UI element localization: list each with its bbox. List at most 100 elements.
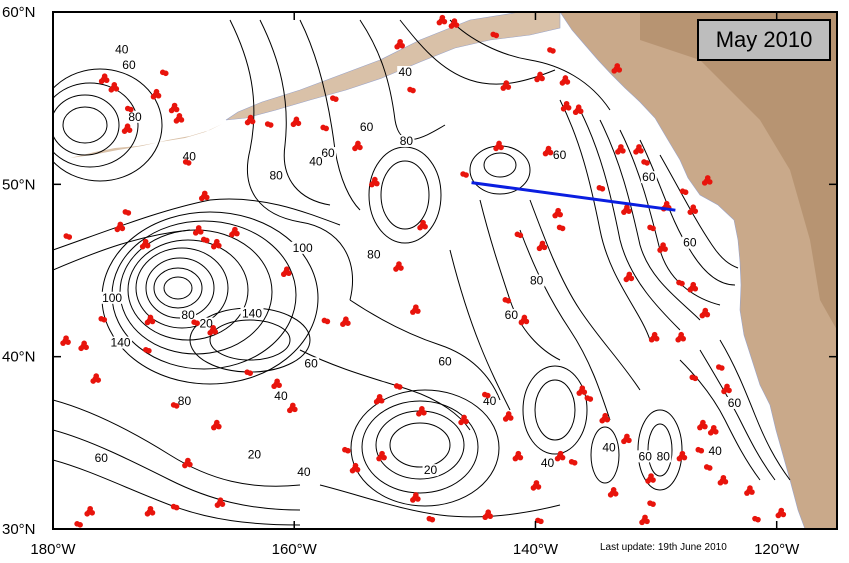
float-marker — [562, 75, 569, 81]
float-marker — [539, 240, 546, 247]
float-marker — [545, 145, 552, 152]
float-marker — [173, 504, 180, 511]
contour-label: 40 — [309, 155, 323, 169]
float-marker — [217, 497, 224, 503]
float-marker — [419, 406, 425, 412]
float-marker — [127, 106, 134, 113]
contour-label: 60 — [304, 356, 318, 370]
contour-label: 60 — [642, 170, 656, 184]
contour-label-background — [93, 452, 110, 465]
y-tick-label: 50°N — [2, 176, 36, 193]
float-marker — [247, 370, 253, 376]
contour-label-background — [539, 457, 556, 470]
float-marker — [352, 462, 359, 469]
float-marker — [710, 424, 717, 431]
contour-label: 20 — [424, 463, 438, 477]
float-marker — [717, 479, 724, 486]
float-marker — [687, 286, 694, 293]
float-marker — [267, 122, 274, 128]
float-marker — [687, 209, 694, 215]
y-tick-label: 30°N — [2, 521, 36, 538]
contour-label: 80 — [178, 394, 192, 408]
contour-label-background — [358, 121, 375, 134]
float-marker — [379, 450, 385, 457]
float-marker — [512, 455, 519, 462]
float-marker — [192, 230, 199, 236]
float-marker — [530, 485, 537, 491]
x-axis: 180°W 160°W 140°W 120°W — [30, 12, 800, 558]
float-marker — [271, 383, 277, 390]
contour-label-background — [240, 307, 264, 320]
float-marker — [496, 140, 502, 147]
float-marker — [572, 109, 579, 116]
float-marker — [706, 465, 713, 471]
float-marker — [676, 455, 683, 462]
float-marker — [410, 309, 416, 315]
x-tick-label: 140°W — [513, 541, 559, 558]
alaska-peninsula — [225, 12, 561, 121]
float-marker — [420, 219, 426, 226]
float-marker — [176, 113, 183, 119]
float-marker — [636, 144, 642, 150]
contour-label: 80 — [367, 248, 381, 262]
float-marker — [571, 459, 578, 466]
float-marker — [493, 145, 499, 152]
float-marker — [552, 212, 558, 219]
float-marker — [461, 414, 467, 421]
contour-label-background — [437, 355, 453, 368]
float-marker — [247, 114, 254, 121]
contour-label-background — [127, 110, 144, 123]
float-marker — [648, 336, 655, 343]
float-marker — [153, 88, 160, 95]
float-marker — [207, 330, 214, 336]
float-marker — [663, 200, 670, 207]
float-marker — [214, 238, 220, 245]
float-marker — [724, 383, 730, 390]
float-marker — [173, 403, 180, 409]
contour-label: 140 — [111, 336, 131, 350]
contour-label: 60 — [321, 146, 335, 160]
contour-label: 60 — [553, 148, 567, 162]
float-marker — [108, 87, 115, 93]
float-marker — [436, 19, 443, 26]
float-marker — [147, 505, 154, 512]
float-marker — [147, 314, 154, 321]
float-marker — [699, 312, 706, 319]
float-marker — [124, 123, 131, 129]
contour-label-background — [640, 171, 657, 184]
float-marker — [645, 478, 651, 484]
float-marker — [657, 247, 663, 253]
x-tick-label: 120°W — [754, 541, 800, 558]
contour-label-background — [681, 236, 698, 249]
contour-label-background — [726, 396, 743, 409]
float-marker — [150, 93, 157, 100]
float-marker — [60, 340, 66, 346]
float-marker — [679, 450, 686, 457]
map-title: May 2010 — [697, 19, 831, 61]
contour-label: 80 — [530, 274, 544, 288]
contour-label: 60 — [728, 396, 742, 410]
float-marker — [101, 73, 108, 80]
float-marker — [439, 14, 446, 21]
float-positions — [60, 14, 787, 528]
float-marker — [117, 221, 124, 228]
contour-label: 60 — [360, 120, 374, 134]
float-marker — [210, 325, 217, 331]
float-marker — [690, 281, 697, 288]
float-marker — [557, 450, 564, 457]
float-marker — [702, 307, 709, 314]
float-marker — [290, 121, 297, 128]
float-marker — [644, 160, 650, 166]
contour-label-background — [601, 441, 618, 454]
float-marker — [607, 492, 614, 498]
float-marker — [93, 373, 100, 379]
contour-label-background — [109, 336, 133, 349]
float-marker — [201, 190, 208, 197]
float-marker — [396, 261, 402, 267]
float-marker — [651, 331, 658, 338]
float-marker — [111, 82, 118, 88]
float-marker — [554, 455, 561, 462]
x-tick-label: 180°W — [30, 541, 76, 558]
float-marker — [182, 462, 188, 469]
float-marker — [90, 378, 97, 384]
